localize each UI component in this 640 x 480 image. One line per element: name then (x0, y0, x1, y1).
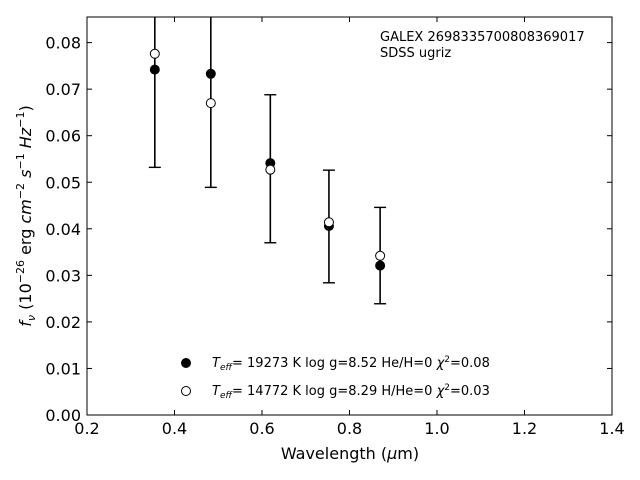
data-points (149, 48, 386, 271)
point-open (149, 48, 160, 59)
y-tick-label: 0.04 (45, 220, 81, 239)
point-open (375, 250, 386, 261)
legend-label-filled: Teff= 19273 K log g=8.52 He/H=0 χ2=0.08 (212, 355, 490, 373)
axis-ticks: 0.2 0.4 0.6 0.8 1.0 1.2 1.4 0.00 0.01 0.02 0.03 0.0… (45, 17, 625, 438)
legend-marker-open (181, 386, 191, 396)
x-tick-label: 1.4 (599, 419, 624, 438)
y-tick-label: 0.01 (45, 359, 81, 378)
x-tick-label: 0.8 (337, 419, 362, 438)
x-tick-label: 0.6 (249, 419, 274, 438)
annotation-sdss: SDSS ugriz (380, 46, 451, 61)
x-axis-label: Wavelength (μm) (281, 444, 419, 463)
y-tick-label: 0.08 (45, 34, 81, 53)
y-tick-label: 0.03 (45, 266, 81, 285)
legend-label-open: Teff= 14772 K log g=8.29 H/He=0 χ2=0.03 (212, 383, 490, 401)
y-tick-label: 0.00 (45, 406, 81, 425)
point-filled (205, 68, 216, 79)
legend-marker-filled (181, 358, 191, 368)
point-filled (375, 260, 386, 271)
point-filled (149, 64, 160, 75)
y-tick-label: 0.07 (45, 80, 81, 99)
point-open (205, 98, 216, 109)
plot-frame (86, 16, 613, 416)
annotation-galex: GALEX 2698335700808369017 (380, 30, 585, 45)
x-tick-label: 0.2 (74, 419, 99, 438)
point-open (265, 164, 276, 175)
x-tick-label: 1.2 (512, 419, 537, 438)
point-open (323, 217, 334, 228)
legend: Teff= 19273 K log g=8.52 He/H=0 χ2=0.08 … (181, 355, 490, 401)
x-tick-label: 1.0 (424, 419, 449, 438)
y-axis-label: fν (10−26 erg cm−2 s−1 Hz−1) (14, 105, 38, 326)
y-tick-label: 0.06 (45, 127, 81, 146)
x-tick-label: 0.4 (162, 419, 187, 438)
y-tick-label: 0.02 (45, 313, 81, 332)
y-tick-label: 0.05 (45, 173, 81, 192)
